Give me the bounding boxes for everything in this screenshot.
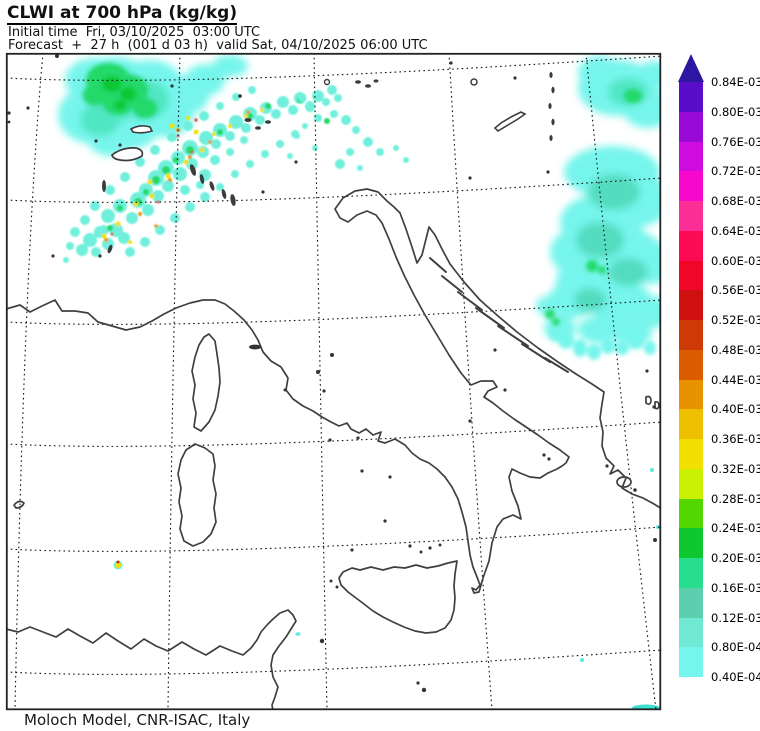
colorbar-segment — [679, 111, 703, 142]
map-dots — [7, 54, 657, 693]
colorbar-tick-label: 0.24E-03 — [711, 521, 760, 536]
colorbar-segment — [679, 82, 703, 112]
initial-time-line: Initial time Fri, 03/10/2025 03:00 UTC — [8, 25, 261, 40]
colorbar-tick-label: 0.36E-03 — [711, 432, 760, 446]
colorbar-segment — [679, 141, 703, 172]
colorbar-tick-label: 0.12E-03 — [711, 610, 760, 625]
colorbar-tick-label: 0.56E-03 — [711, 283, 760, 298]
colorbar-segment — [679, 171, 703, 201]
colorbar-tick-label: 0.40E-03 — [711, 402, 760, 417]
alpine-lakes-cluster — [102, 72, 555, 254]
colorbar-segment — [679, 617, 703, 648]
colorbar-segment — [679, 409, 703, 439]
credit-line: Moloch Model, CNR-ISAC, Italy — [24, 711, 251, 729]
colorbar-segment — [679, 260, 703, 291]
colorbar-segment — [679, 230, 703, 261]
lake-constance — [129, 125, 154, 134]
colorbar-tick-label: 0.32E-03 — [711, 461, 760, 476]
cloud-region-balkans — [536, 146, 661, 346]
graticule — [6, 53, 661, 710]
coast-corsica — [191, 333, 221, 432]
colorbar-labels: 0.40E-04 0.80E-04 0.12E-03 0.16E-03 0.20E-03… — [711, 0, 760, 731]
colorbar — [679, 82, 703, 677]
lake-balaton — [493, 111, 527, 133]
cloud-minor-specks — [113, 468, 660, 710]
colorbar-tick-label: 0.44E-03 — [711, 372, 760, 387]
colorbar-tick-label: 0.20E-03 — [711, 551, 760, 565]
colorbar-segment — [679, 647, 703, 677]
colorbar-segment — [679, 290, 703, 320]
cloud-region-northeast — [578, 56, 661, 128]
colorbar-segment — [679, 439, 703, 469]
islets-right-edge — [645, 395, 660, 410]
colorbar-arrow — [678, 54, 704, 82]
coast-italy-mainland — [6, 188, 661, 594]
coast-sardinia — [177, 443, 217, 547]
coastlines — [6, 188, 661, 710]
coast-north-africa — [6, 609, 297, 710]
colorbar-tick-label: 0.80E-04 — [711, 640, 760, 655]
lake-geneva — [111, 147, 144, 162]
colorbar-segment — [679, 349, 703, 380]
croatian-islands — [429, 257, 569, 373]
colorbar-segment — [679, 558, 703, 588]
colorbar-tick-label: 0.28E-03 — [711, 491, 760, 506]
colorbar-segment — [679, 468, 703, 499]
island-menorca — [13, 500, 25, 509]
colorbar-tick-label: 0.84E-03 — [711, 75, 760, 89]
colorbar-segment — [679, 528, 703, 558]
colorbar-tick-label: 0.72E-03 — [711, 164, 760, 179]
colorbar-tick-label: 0.80E-03 — [711, 104, 760, 119]
colorbar-segment — [679, 587, 703, 618]
colorbar-segment — [679, 498, 703, 529]
cloud-field — [58, 55, 661, 710]
colorbar-tick-label: 0.68E-03 — [711, 194, 760, 208]
colorbar-segment — [679, 379, 703, 410]
colorbar-tick-label: 0.52E-03 — [711, 313, 760, 327]
colorbar-tick-label: 0.16E-03 — [711, 580, 760, 595]
colorbar-segment — [679, 201, 703, 231]
colorbar-tick-label: 0.40E-04 — [711, 670, 760, 684]
colorbar-tick-label: 0.76E-03 — [711, 134, 760, 149]
cloud-region-balkans-fringe — [545, 260, 656, 360]
coast-sicily — [338, 560, 458, 634]
colorbar-tick-label: 0.60E-03 — [711, 253, 760, 268]
island-corfu — [616, 476, 632, 488]
page-title: CLWI at 700 hPa (kg/kg) — [7, 3, 238, 25]
colorbar-tick-label: 0.64E-03 — [711, 223, 760, 238]
cloud-specks-east-alps — [287, 94, 409, 171]
forecast-line: Forecast + 27 h (001 d 03 h) valid Sat, … — [8, 38, 428, 53]
colorbar-tick-label: 0.48E-03 — [711, 342, 760, 357]
cloud-region-northeast-core — [624, 89, 642, 103]
lakes — [102, 72, 555, 254]
map-frame — [5, 52, 662, 711]
colorbar-segment — [679, 320, 703, 350]
